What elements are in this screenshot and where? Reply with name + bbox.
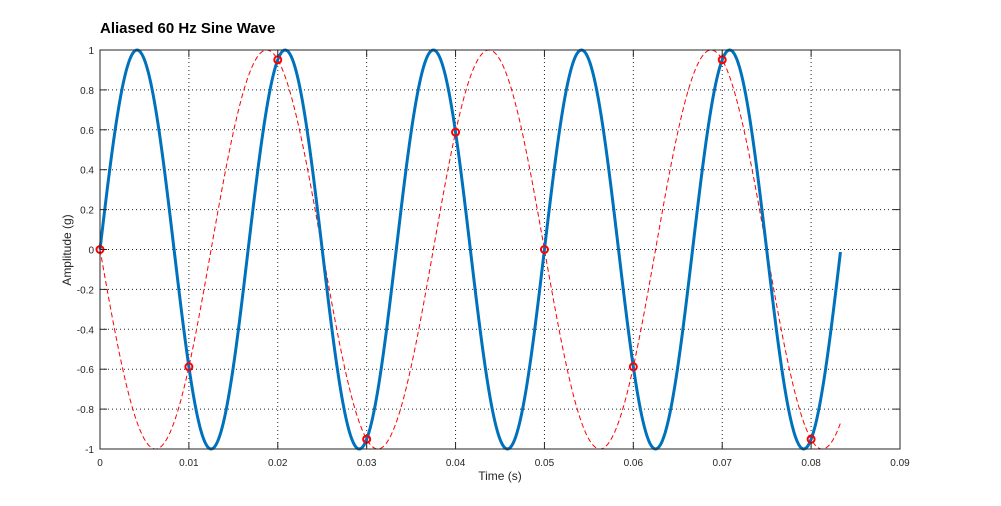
x-tick-label: 0.01 bbox=[179, 458, 199, 469]
x-tick-label: 0.07 bbox=[712, 458, 732, 469]
y-tick-label: 0 bbox=[88, 246, 94, 257]
y-tick-label: -0.4 bbox=[77, 325, 95, 336]
sample-marker bbox=[539, 245, 549, 254]
sample-marker bbox=[451, 127, 461, 137]
y-axis-label: Amplitude (g) bbox=[60, 214, 74, 285]
y-tick-label: 0.2 bbox=[80, 206, 94, 217]
x-tick-label: 0.08 bbox=[801, 458, 821, 469]
x-axis-label: Time (s) bbox=[478, 469, 522, 483]
sample-marker bbox=[628, 362, 638, 372]
series-60hz-line bbox=[98, 48, 842, 451]
x-tick-label: 0.05 bbox=[535, 458, 555, 469]
x-tick-label: 0.04 bbox=[446, 458, 466, 469]
y-tick-label: 0.6 bbox=[80, 126, 94, 137]
x-tick-label: 0.06 bbox=[624, 458, 644, 469]
grid bbox=[100, 50, 900, 449]
y-tick-label: 1 bbox=[88, 46, 94, 57]
y-tick-label: 0.8 bbox=[80, 86, 94, 97]
x-tick-label: 0.03 bbox=[357, 458, 377, 469]
series-aliased-line bbox=[99, 49, 841, 450]
ticks: 0 0.01 0.02 0.03 0.04 0.05 0.06 0.07 0.08 0.09 -1 -… bbox=[77, 46, 910, 469]
y-tick-label: -0.6 bbox=[77, 365, 95, 376]
sample-marker bbox=[184, 362, 194, 372]
chart-title: Aliased 60 Hz Sine Wave bbox=[100, 20, 275, 37]
y-tick-label: -0.8 bbox=[77, 405, 95, 416]
x-tick-label: 0.09 bbox=[890, 458, 910, 469]
x-tick-label: 0.02 bbox=[268, 458, 288, 469]
y-tick-label: -0.2 bbox=[77, 285, 95, 296]
x-tick-label: 0 bbox=[97, 458, 103, 469]
y-tick-label: 0.4 bbox=[80, 166, 94, 177]
y-tick-label: -1 bbox=[85, 445, 94, 456]
